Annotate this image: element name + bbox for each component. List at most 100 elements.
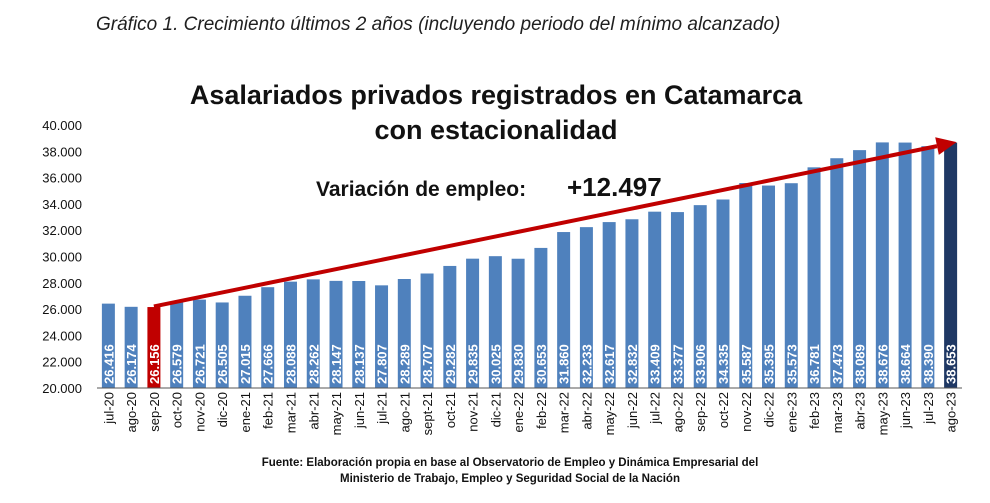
x-tick-label: feb-22 [534, 392, 549, 429]
bar-mar-22 [557, 232, 571, 388]
bar-mar-21 [283, 281, 297, 388]
x-tick-label: sep-20 [147, 392, 162, 432]
value-label-jun-21: 28.137 [352, 344, 367, 384]
trend-arrow-line [153, 144, 938, 309]
value-label-jun-22: 32.832 [625, 344, 640, 384]
value-label-may-23: 38.676 [875, 344, 890, 384]
chart-title-line-2: con estacionalidad [374, 115, 617, 145]
y-tick-label: 20.000 [42, 381, 82, 396]
bar-oct-21 [443, 265, 457, 388]
x-tick-label: ene-22 [511, 392, 526, 432]
y-tick-label: 24.000 [42, 328, 82, 343]
x-tick-label: dic-21 [488, 392, 503, 427]
bar-jul-21 [375, 285, 389, 388]
value-label-nov-22: 35.587 [739, 344, 754, 384]
x-tick-label: sept-21 [420, 392, 435, 435]
value-label-feb-21: 27.666 [261, 344, 276, 384]
bar-ene-23 [784, 183, 798, 388]
value-label-jul-23: 38.390 [921, 344, 936, 384]
y-tick-label: 40.000 [42, 118, 82, 133]
x-tick-label: oct-20 [170, 392, 185, 428]
x-tick-label: dic-22 [762, 392, 777, 427]
bar-may-22 [602, 222, 616, 388]
bar-dic-21 [488, 256, 502, 388]
x-tick-label: may-22 [602, 392, 617, 435]
value-label-feb-23: 36.781 [807, 344, 822, 384]
value-label-oct-22: 34.335 [716, 344, 731, 384]
y-tick-label: 38.000 [42, 144, 82, 159]
value-label-mar-23: 37.473 [830, 344, 845, 384]
value-label-ene-21: 27.015 [238, 344, 253, 384]
bar-nov-20 [192, 299, 206, 388]
value-label-jul-22: 33.409 [648, 344, 663, 384]
value-label-ago-21: 28.289 [397, 344, 412, 384]
bar-dic-20 [215, 302, 229, 388]
bar-ago-22 [670, 212, 684, 388]
x-tick-label: may-23 [875, 392, 890, 435]
x-tick-label: dic-20 [215, 392, 230, 427]
value-label-nov-20: 26.721 [192, 344, 207, 384]
bar-abr-21 [306, 279, 320, 388]
trend-arrow-head [935, 137, 957, 155]
value-label-mar-21: 28.088 [283, 344, 298, 384]
x-tick-label: jul-20 [101, 392, 116, 425]
x-tick-label: sep-22 [693, 392, 708, 432]
x-tick-label: ago-22 [670, 392, 685, 432]
y-tick-label: 22.000 [42, 355, 82, 370]
x-tick-label: abr-21 [306, 392, 321, 430]
value-label-may-22: 32.617 [602, 344, 617, 384]
bar-feb-22 [534, 247, 548, 388]
bar-may-23 [875, 142, 889, 388]
x-tick-label: nov-22 [739, 392, 754, 432]
x-tick-label: jun-21 [352, 392, 367, 429]
bar-nov-21 [466, 258, 480, 388]
value-label-sep-22: 33.906 [693, 344, 708, 384]
value-label-ago-20: 26.174 [124, 343, 139, 384]
value-label-dic-20: 26.505 [215, 344, 230, 384]
x-tick-label: mar-23 [830, 392, 845, 433]
bar-jul-22 [648, 211, 662, 388]
bar-mar-23 [830, 158, 844, 388]
x-tick-label: ene-21 [238, 392, 253, 432]
x-tick-label: ago-20 [124, 392, 139, 432]
value-label-feb-22: 30.653 [534, 344, 549, 384]
bar-ago-21 [397, 278, 411, 388]
bar-feb-21 [261, 287, 275, 388]
bar-nov-22 [739, 183, 753, 388]
value-label-ago-23: 38.653 [944, 344, 959, 384]
x-tick-label: jul-22 [648, 392, 663, 425]
bar-ago-23 [944, 142, 958, 388]
y-tick-label: 26.000 [42, 302, 82, 317]
value-label-ene-23: 35.573 [784, 344, 799, 384]
bar-feb-23 [807, 167, 821, 388]
value-label-mar-22: 31.860 [557, 344, 572, 384]
bar-ene-21 [238, 295, 252, 388]
x-tick-label: jul-21 [375, 392, 390, 425]
bar-sept-21 [420, 273, 434, 388]
value-label-oct-21: 29.282 [443, 344, 458, 384]
y-tick-label: 32.000 [42, 223, 82, 238]
x-tick-label: oct-21 [443, 392, 458, 428]
x-tick-label: feb-21 [261, 392, 276, 429]
x-tick-label: abr-23 [853, 392, 868, 430]
variation-label: Variación de empleo: [316, 178, 526, 201]
value-label-sept-21: 28.707 [420, 344, 435, 384]
y-tick-label: 28.000 [42, 276, 82, 291]
x-tick-label: ago-23 [944, 392, 959, 432]
chart-title-line-1: Asalariados privados registrados en Cata… [190, 80, 803, 110]
value-label-may-21: 28.147 [329, 344, 344, 384]
value-label-sep-20: 26.156 [147, 344, 162, 384]
value-label-jul-21: 27.807 [375, 344, 390, 384]
source-line-1: Fuente: Elaboración propia en base al Ob… [262, 457, 759, 469]
bar-jul-23 [921, 146, 935, 388]
bar-oct-20 [170, 301, 184, 388]
bar-jun-21 [352, 280, 366, 388]
bar-jul-20 [101, 303, 115, 388]
bar-ene-22 [511, 258, 525, 388]
x-tick-label: nov-21 [466, 392, 481, 432]
value-label-abr-22: 32.233 [579, 344, 594, 384]
bar-jun-22 [625, 219, 639, 388]
value-label-jul-20: 26.416 [101, 344, 116, 384]
x-tick-label: feb-23 [807, 392, 822, 429]
